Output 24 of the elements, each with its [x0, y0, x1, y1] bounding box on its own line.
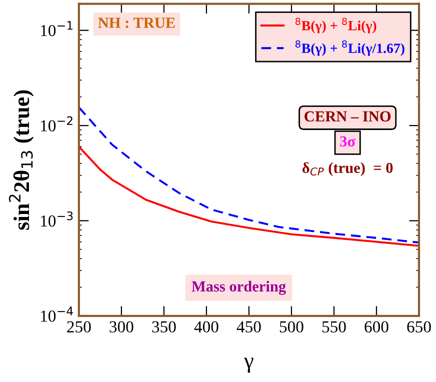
x-tick-label: 400 — [194, 321, 218, 333]
annotation: CERN – INO — [304, 111, 391, 122]
line-series — [78, 106, 419, 244]
y-tick-label: 10$^{−2}$ — [41, 116, 72, 132]
y-tick-label: 10$^{−1}$ — [41, 21, 72, 36]
x-tick-label: 450 — [236, 321, 261, 333]
annotation: NH : TRUE — [98, 18, 175, 28]
x-tick-label: 300 — [110, 321, 134, 333]
y-tick-label: 10$^{−3}$ — [41, 211, 73, 227]
annotation: δ$_{CP}$ (true) = 0 — [302, 162, 393, 176]
x-tick-label: 600 — [364, 321, 388, 333]
x-tick-label: 250 — [67, 321, 91, 333]
legend-label: $^{8}$B(γ) + $^{8}$Li(γ) — [295, 18, 376, 34]
x-tick-label: 350 — [152, 321, 176, 333]
x-tick-label: 500 — [280, 321, 304, 333]
annotation: 3σ — [340, 136, 356, 147]
y-axis-title: sin$^{2}$2θ$_{13}$ (true) — [8, 90, 34, 230]
y-tick-label: 10$^{−4}$ — [41, 306, 73, 322]
x-axis-title: γ — [244, 358, 254, 373]
x-tick-label: 550 — [322, 321, 346, 333]
line-series — [78, 146, 419, 247]
x-tick-label: 650 — [407, 321, 431, 333]
legend-label: $^{8}$B(γ) + $^{8}$Li(γ/1.67) — [295, 40, 404, 56]
annotation: Mass ordering — [192, 280, 286, 295]
